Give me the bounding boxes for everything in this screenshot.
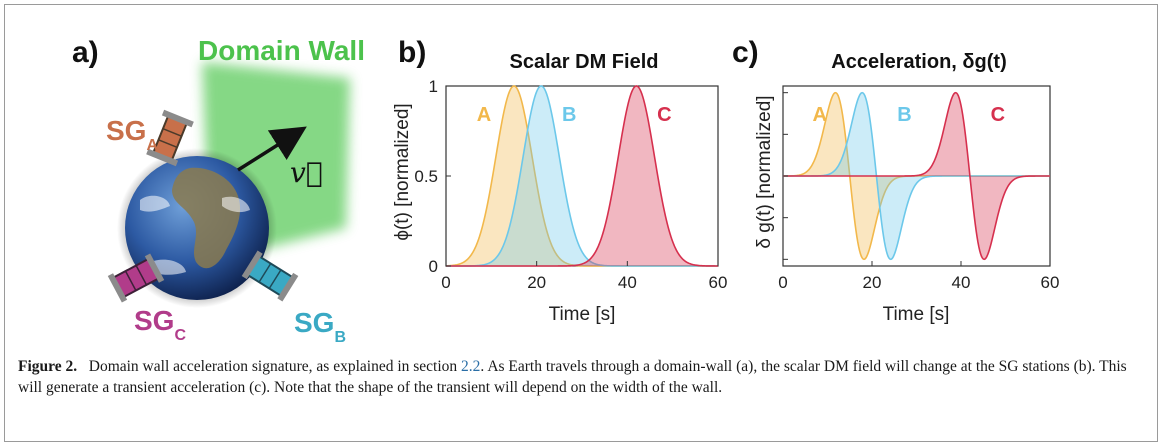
station-a-main: SG (106, 115, 146, 146)
series-b-area (446, 86, 718, 266)
chart-c-plot: A B C 0 20 40 60 (778, 85, 1060, 292)
x-tick-label: 20 (863, 273, 882, 292)
chart-c-xlabel: Time [s] (883, 304, 950, 325)
panel-c-title: Acceleration, δg(t) (831, 51, 1007, 73)
series-a-label: A (813, 104, 827, 126)
y-tick-label: 1 (429, 77, 438, 96)
x-tick-label: 60 (709, 273, 728, 292)
x-tick-label: 60 (1041, 273, 1060, 292)
series-c-line (783, 91, 1050, 261)
satellite-c-icon (107, 253, 165, 303)
chart-b-plot: A B C 0 20 40 60 0 0.5 1 (414, 77, 727, 292)
panel-b-letter: b) (398, 36, 426, 69)
station-b-label: SGB (294, 307, 346, 346)
panel-c-letter: c) (732, 36, 759, 69)
panel-c: c) Acceleration, δg(t) A B C 0 20 40 60 Time [… (732, 36, 1059, 325)
velocity-arrow (237, 126, 307, 172)
caption-text-1: Domain wall acceleration signature, as e… (88, 358, 462, 375)
station-c-sub: C (174, 327, 186, 344)
series-a-area (446, 86, 718, 266)
domain-wall-label: Domain Wall (198, 35, 365, 66)
satellite-a-icon (146, 109, 194, 167)
x-tick-label: 20 (527, 273, 546, 292)
x-tick-label: 40 (618, 273, 637, 292)
panel-b-title: Scalar DM Field (510, 51, 659, 73)
station-a-sub: A (146, 137, 158, 154)
earth-continent (172, 167, 241, 269)
caption-section-link[interactable]: 2.2 (461, 358, 481, 375)
chart-b-xlabel: Time [s] (549, 304, 616, 325)
station-c-label: SGC (134, 305, 186, 344)
y-tick-label: 0 (429, 257, 438, 276)
series-b-label: B (897, 104, 911, 126)
series-c-line (446, 85, 718, 267)
satellite-b-icon (241, 250, 299, 302)
caption-text-2: . As Earth travels through a domain-wall… (18, 358, 1127, 396)
velocity-label: v⃗ (290, 156, 323, 189)
series-b-line (783, 91, 1050, 261)
series-b-label: B (562, 104, 576, 126)
y-tick-label: 0.5 (414, 167, 438, 186)
chart-c-ylabel: δ g(t) [normalized] (754, 95, 775, 248)
x-tick-label: 40 (952, 273, 971, 292)
station-b-main: SG (294, 307, 334, 338)
series-c-label: C (657, 104, 671, 126)
chart-b-ylabel: ϕ(t) [normalized] (392, 103, 413, 240)
series-c-label: C (991, 104, 1005, 126)
station-a-label: SGA (106, 115, 158, 154)
panel-b: b) Scalar DM Field A B C 0 20 40 60 0 0.5 1 Time … (392, 36, 727, 325)
panel-a: a) Domain Wall v⃗ SGA SGC (72, 35, 365, 346)
station-b-sub: B (334, 329, 346, 346)
series-a-label: A (477, 104, 491, 126)
caption-label: Figure 2. (18, 358, 78, 375)
figure-caption: Figure 2. Domain wall acceleration signa… (18, 356, 1143, 398)
figure-frame (4, 4, 1158, 442)
series-b-line (446, 85, 718, 267)
panel-a-letter: a) (72, 36, 99, 69)
station-c-main: SG (134, 305, 174, 336)
x-tick-label: 0 (441, 273, 450, 292)
x-tick-label: 0 (778, 273, 787, 292)
